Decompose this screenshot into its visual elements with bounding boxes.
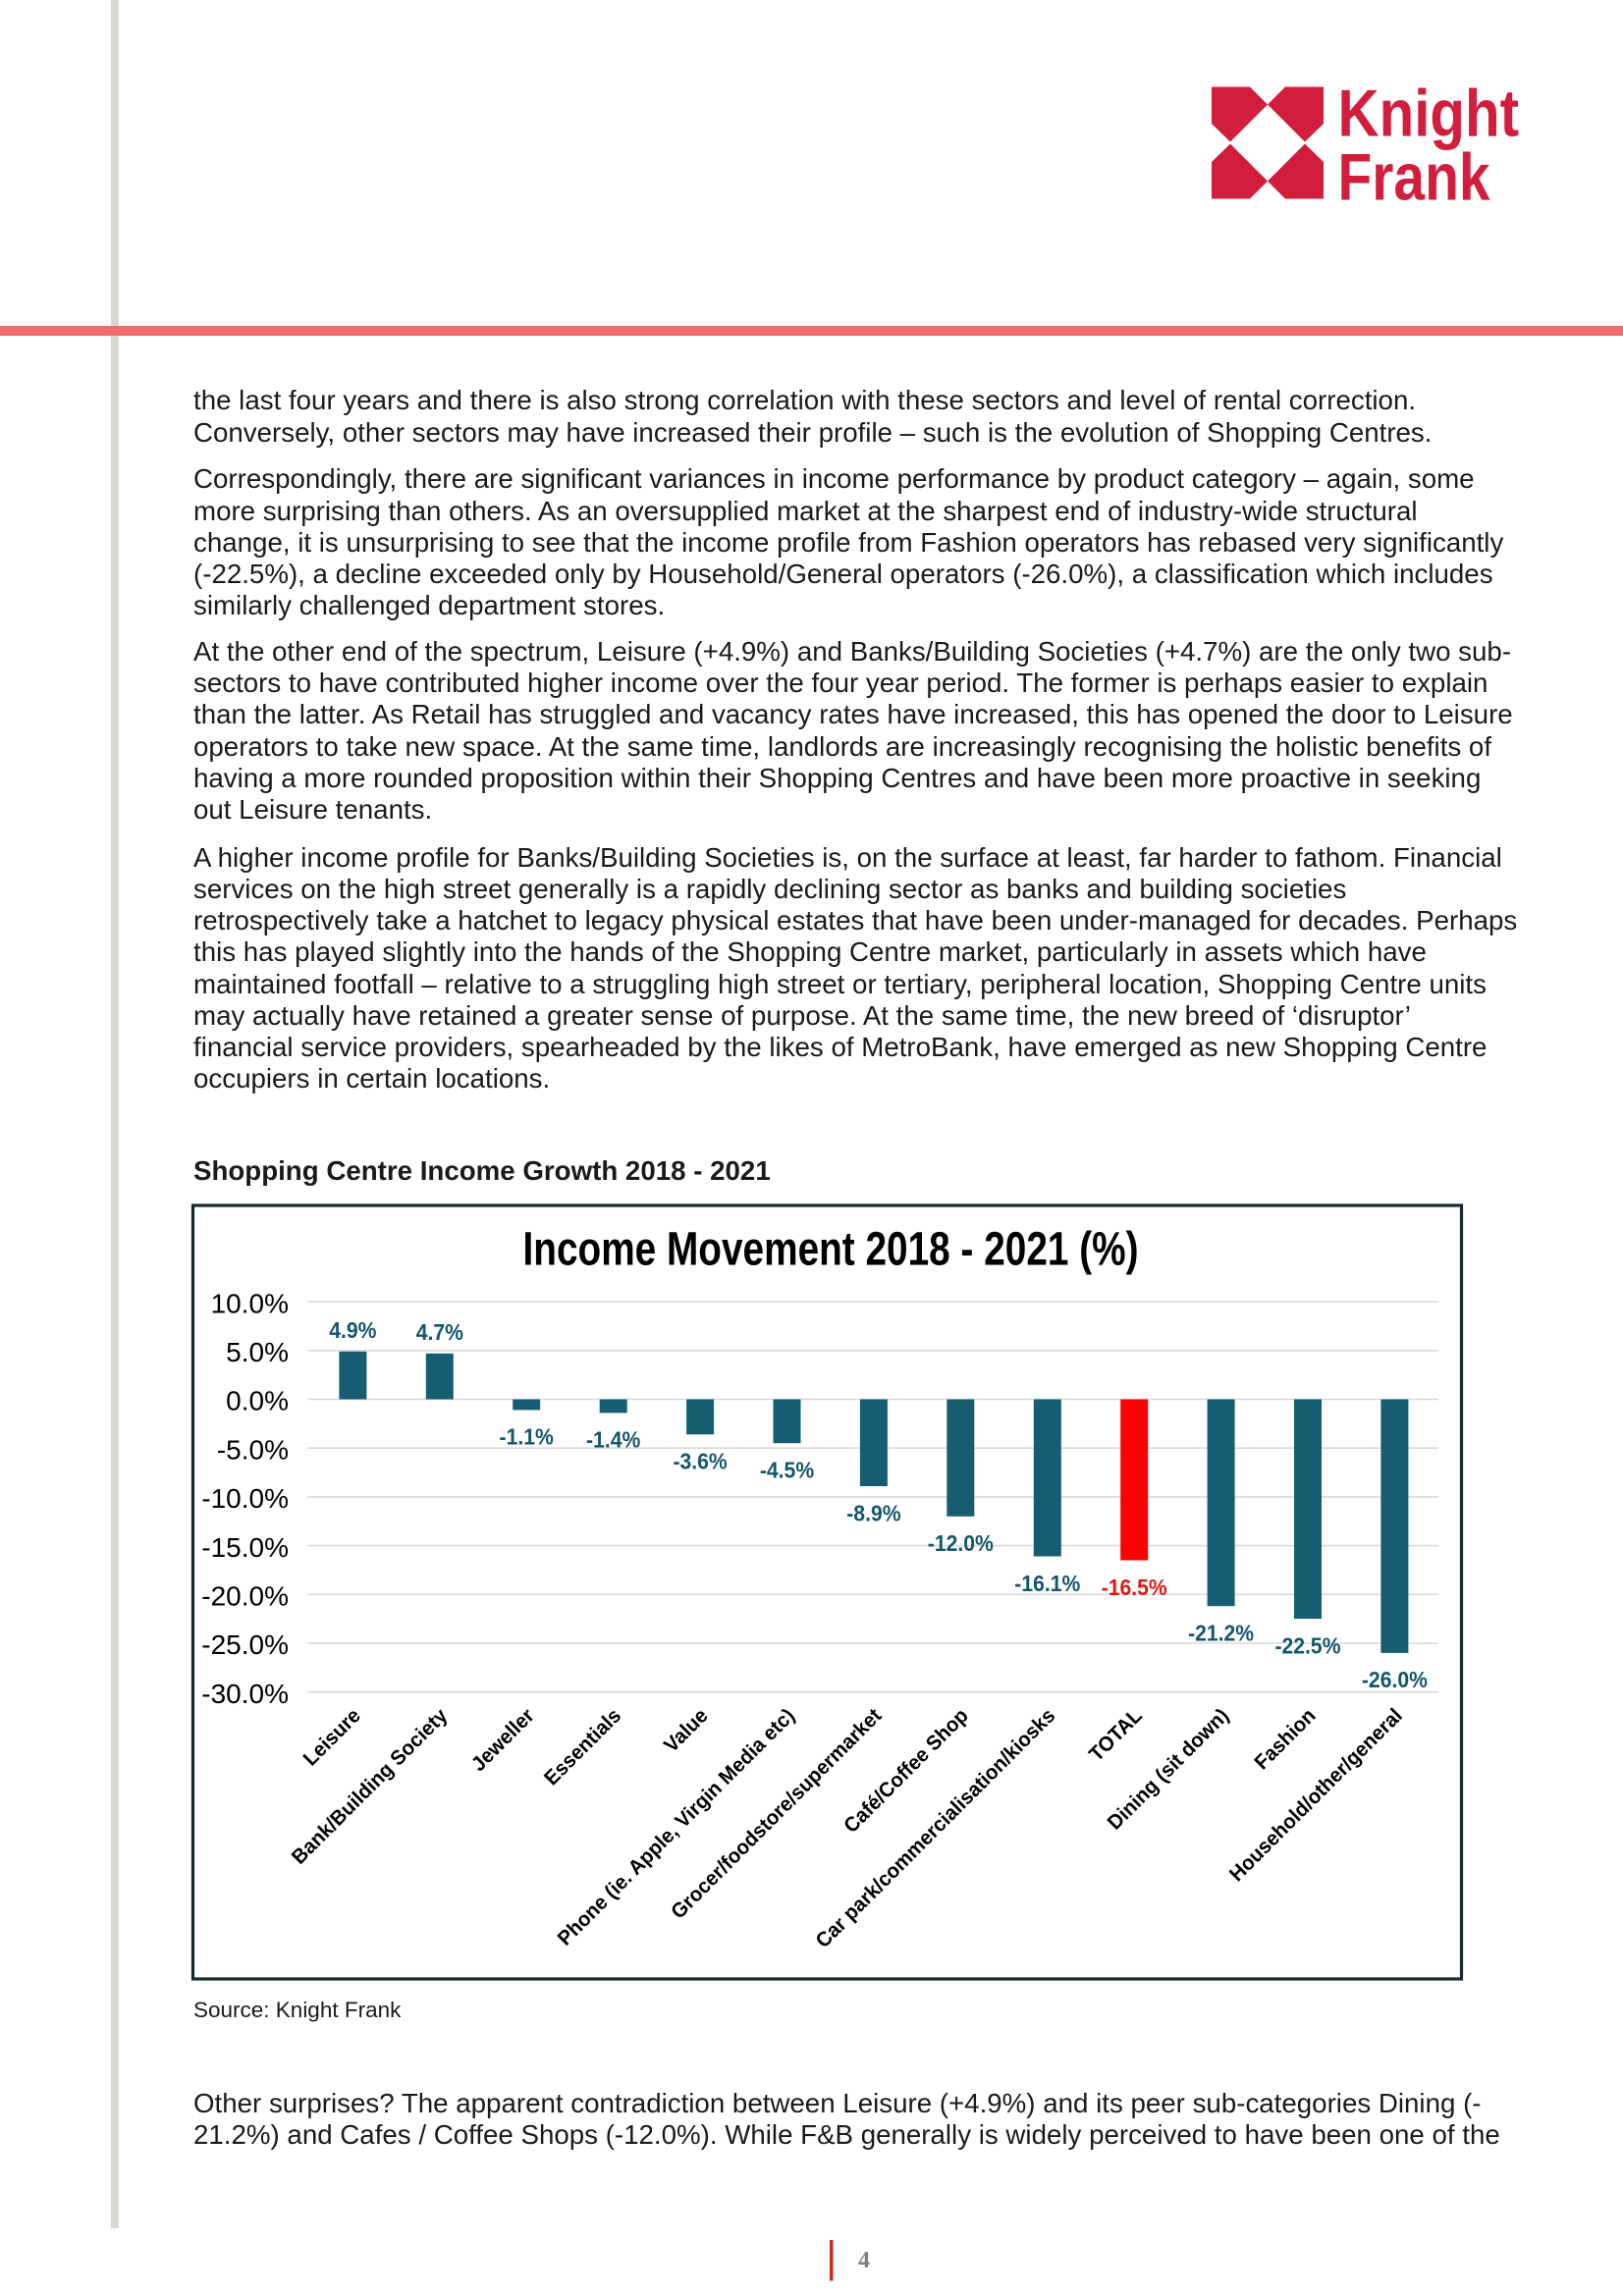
svg-text:-8.9%: -8.9% <box>846 1500 900 1525</box>
svg-text:4: 4 <box>858 2248 870 2273</box>
svg-text:5.0%: 5.0% <box>226 1337 289 1367</box>
svg-text:Knight: Knight <box>1338 76 1520 150</box>
svg-text:-12.0%: -12.0% <box>928 1530 994 1556</box>
svg-text:-16.5%: -16.5% <box>1102 1575 1167 1600</box>
svg-text:Fashion: Fashion <box>1250 1704 1320 1774</box>
svg-text:4.7%: 4.7% <box>416 1319 463 1345</box>
svg-text:-20.0%: -20.0% <box>201 1581 289 1612</box>
svg-text:Frank: Frank <box>1338 139 1490 214</box>
svg-text:-1.4%: -1.4% <box>586 1427 640 1453</box>
svg-text:Household/other/general: Household/other/general <box>1225 1704 1407 1886</box>
svg-text:-5.0%: -5.0% <box>217 1434 289 1465</box>
svg-text:10.0%: 10.0% <box>211 1288 289 1318</box>
svg-text:-26.0%: -26.0% <box>1362 1667 1428 1692</box>
svg-text:-25.0%: -25.0% <box>201 1629 289 1660</box>
svg-text:Jeweller: Jeweller <box>467 1704 539 1776</box>
svg-text:Bank/Building Society: Bank/Building Society <box>288 1704 453 1869</box>
svg-text:Essentials: Essentials <box>540 1704 625 1789</box>
svg-text:-22.5%: -22.5% <box>1275 1633 1341 1659</box>
svg-text:-1.1%: -1.1% <box>500 1424 554 1450</box>
svg-text:Income Movement 2018 - 2021 (%: Income Movement 2018 - 2021 (%) <box>523 1223 1139 1275</box>
svg-text:0.0%: 0.0% <box>226 1386 289 1416</box>
svg-text:-16.1%: -16.1% <box>1014 1571 1080 1596</box>
svg-text:Leisure: Leisure <box>299 1704 365 1770</box>
svg-text:Value: Value <box>660 1704 713 1757</box>
svg-text:-4.5%: -4.5% <box>760 1458 814 1483</box>
svg-text:-3.6%: -3.6% <box>673 1449 727 1474</box>
svg-text:TOTAL: TOTAL <box>1085 1704 1147 1766</box>
svg-text:-15.0%: -15.0% <box>201 1532 289 1563</box>
svg-text:-30.0%: -30.0% <box>201 1679 289 1709</box>
svg-text:4.9%: 4.9% <box>329 1317 376 1343</box>
svg-text:-21.2%: -21.2% <box>1188 1621 1254 1646</box>
svg-text:-10.0%: -10.0% <box>201 1483 289 1514</box>
